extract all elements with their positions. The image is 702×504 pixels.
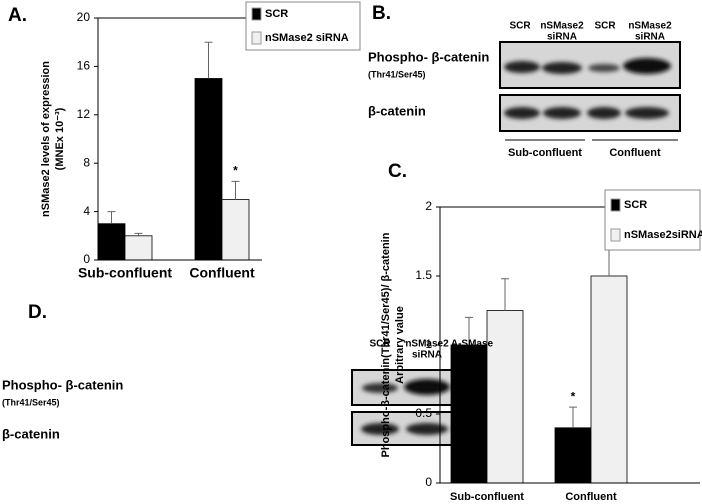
y-tick-label: 2 [425, 199, 432, 213]
lane-label: siRNA [457, 350, 487, 361]
y-tick-label: 12 [77, 107, 91, 121]
lane-label: siRNA [547, 32, 577, 43]
bar [590, 275, 628, 484]
legend-label: nSMase2siRNA [624, 229, 702, 241]
row-label: β-catenin [2, 426, 60, 441]
legend-box [245, 1, 361, 51]
legend-label: SCR [624, 199, 647, 211]
legend-label: nSMase2 siRNA [265, 32, 349, 44]
y-axis-label: nSMase2 levels of expression [40, 61, 52, 217]
legend-swatch [610, 228, 621, 242]
y-tick-label: 4 [83, 204, 90, 218]
lane-label: nSMase2 [628, 21, 672, 32]
y-tick-label: 1 [425, 337, 432, 351]
row-label: β-catenin [368, 103, 426, 118]
x-tick-label: Sub-confluent [78, 265, 172, 281]
y-axis-label: Phospho-β-catenin(Thr41/Ser45)/ β-cateni… [380, 232, 392, 457]
error-bar [501, 278, 509, 311]
group-label: Sub-confluent [508, 147, 582, 159]
panel-label: A. [8, 5, 27, 26]
error-bar [569, 406, 577, 428]
bar [194, 78, 223, 261]
row-label: Phospho- β-catenin [368, 49, 489, 64]
bar [97, 223, 126, 261]
x-tick-label: Confluent [189, 265, 255, 281]
error-bar [134, 232, 143, 236]
lane-label: nSMase2 [405, 339, 449, 350]
lane-label: SCR [509, 21, 531, 32]
legend-label: SCR [265, 8, 288, 20]
error-bar [465, 316, 473, 345]
bar [221, 199, 250, 261]
y-tick-label: 20 [77, 10, 91, 24]
bands [504, 58, 671, 119]
legend-box [604, 189, 701, 251]
y-tick-label: 1.5 [415, 268, 432, 282]
panel-label: B. [372, 3, 391, 24]
row-label: (Thr41/Ser45) [368, 69, 426, 79]
lane-label: SCR [369, 339, 391, 350]
x-tick-label: Confluent [565, 491, 617, 503]
panel-label: D. [28, 302, 47, 323]
legend-swatch [251, 7, 262, 21]
legend-swatch [251, 31, 262, 45]
error-bar [231, 180, 240, 200]
annotation: * [571, 389, 576, 403]
error-bar [107, 211, 116, 224]
bar [124, 235, 153, 261]
panel-label: C. [388, 161, 407, 182]
group-label: Confluent [609, 147, 661, 159]
annotation: * [233, 164, 238, 178]
y-tick-label: 8 [83, 155, 90, 169]
error-bar [204, 41, 213, 79]
lane-label: siRNA [412, 350, 442, 361]
y-tick-label: 0 [425, 475, 432, 489]
lane-label: siRNA [635, 32, 665, 43]
bar [450, 344, 488, 484]
lane-label: A-SMase [451, 339, 494, 350]
y-tick-label: 0.5 [415, 406, 432, 420]
legend-swatch [610, 198, 621, 212]
x-tick-label: Sub-confluent [450, 491, 524, 503]
bar [486, 310, 524, 484]
lane-label: SCR [594, 21, 616, 32]
lane-label: nSMase2 [540, 21, 584, 32]
row-label: Phospho- β-catenin [2, 377, 123, 392]
y-tick-label: 0 [83, 252, 90, 266]
bar [554, 427, 592, 484]
y-axis-label: Arbitrary value [394, 306, 406, 384]
y-tick-label: 16 [77, 59, 91, 73]
row-label: (Thr41/Ser45) [2, 397, 60, 407]
y-axis-label: (MNEx 10⁻³) [54, 107, 66, 170]
